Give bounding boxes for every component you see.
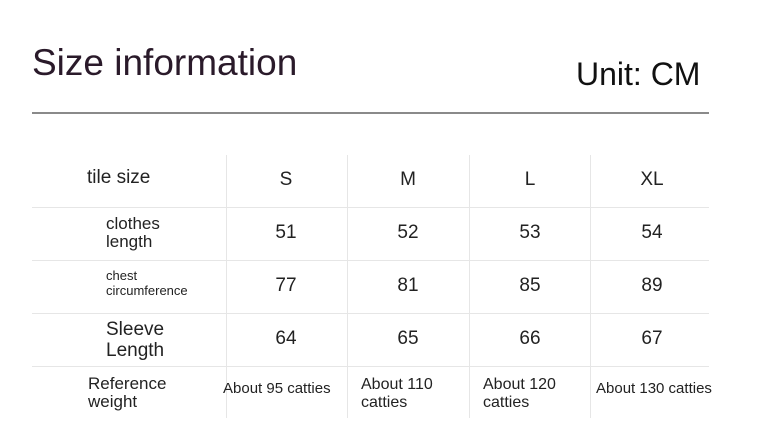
row-line (32, 313, 709, 314)
cell: 66 (519, 328, 541, 349)
row-label: chest circumference (106, 268, 188, 298)
cell: 89 (641, 275, 663, 296)
header-cell: tile size (87, 167, 151, 188)
header-cell: L (524, 169, 536, 190)
cell: 64 (275, 328, 297, 349)
cell: About 95 catties (223, 380, 331, 397)
cell: 85 (519, 275, 541, 296)
row-label: Sleeve Length (106, 319, 165, 361)
unit: Unit: CM (576, 56, 701, 92)
row-line (32, 366, 709, 367)
col-line (469, 155, 470, 418)
cell: 51 (275, 222, 297, 243)
divider (32, 112, 709, 114)
header-cell: M (400, 169, 416, 190)
cell: 77 (275, 275, 297, 296)
col-line (590, 155, 591, 418)
cell: 81 (397, 275, 419, 296)
cell: 52 (397, 222, 419, 243)
row-label: clothes length (106, 214, 160, 251)
row-label: Reference weight (88, 374, 167, 411)
header-cell: S (279, 169, 293, 190)
cell: 53 (519, 222, 541, 243)
header-cell: XL (640, 169, 664, 190)
row-line (32, 207, 709, 208)
cell: About 120 catties (483, 376, 556, 411)
cell: 65 (397, 328, 419, 349)
cell: About 130 catties (596, 380, 712, 397)
col-line (226, 155, 227, 418)
cell: 54 (641, 222, 663, 243)
title: Size information (32, 42, 298, 83)
col-line (347, 155, 348, 418)
cell: About 110 catties (361, 376, 433, 411)
row-line (32, 260, 709, 261)
cell: 67 (641, 328, 663, 349)
